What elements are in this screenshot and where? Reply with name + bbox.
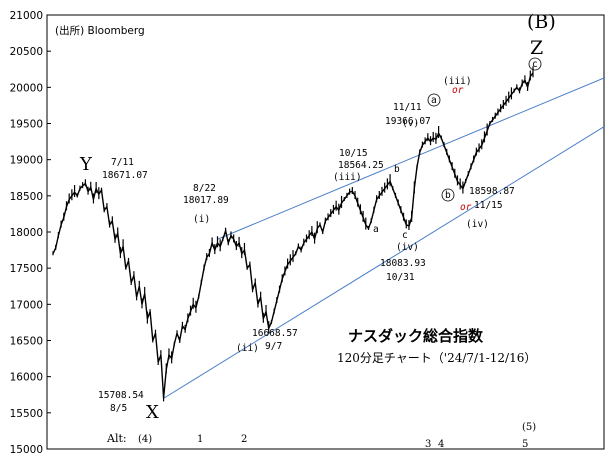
- y-tick-label-10: 20000: [10, 82, 43, 94]
- y-tick-label-9: 19500: [10, 119, 43, 131]
- y-tick-label-0: 15000: [10, 444, 43, 456]
- annotation-9: 15708.54: [98, 390, 144, 401]
- annotation-circle-26: [427, 93, 441, 107]
- annotation-34: c: [532, 59, 538, 70]
- upper-channel-line: [217, 76, 605, 240]
- plot-frame: [46, 14, 605, 450]
- annotation-20: 10/31: [386, 272, 415, 283]
- annotation-27: b: [445, 190, 451, 201]
- annotation-13: 18564.25: [338, 160, 384, 171]
- annotation-28: or: [460, 202, 472, 213]
- annotation-4: 18017.89: [183, 195, 229, 206]
- chart-subtitle: 120分足チャート（'24/7/1-12/16）: [337, 351, 536, 365]
- annotation-30: 11/15: [474, 200, 503, 211]
- annotation-5: (i): [193, 214, 210, 225]
- annotation-21: 11/11: [393, 102, 422, 113]
- annotation-22: 19366.07: [385, 116, 431, 127]
- alt-label-6: 5: [522, 439, 528, 450]
- alt-label-2: 2: [241, 434, 247, 445]
- annotation-6: 16668.57: [252, 328, 298, 339]
- annotation-25: or: [452, 85, 464, 96]
- annotation-16: a: [373, 224, 379, 235]
- annotation-12: 10/15: [339, 148, 368, 159]
- annotation-17: c: [402, 230, 408, 241]
- y-tick-label-5: 17500: [10, 263, 43, 275]
- channel-lines: [163, 76, 605, 399]
- annotation-circle-27: [441, 188, 455, 202]
- y-tick-label-8: 19000: [10, 155, 43, 167]
- annotation-32: (B): [527, 11, 556, 33]
- y-axis: 15000 15500 16000 16500 17000 17500 18000 18500…: [10, 10, 51, 456]
- annotation-2: 18671.07: [102, 170, 148, 181]
- annotation-24: (iii): [443, 76, 472, 87]
- y-tick-label-1: 15500: [10, 408, 43, 420]
- annotation-19: 18083.93: [380, 258, 426, 269]
- y-tick-label-2: 16000: [10, 372, 43, 384]
- annotation-circle-34: [528, 57, 542, 71]
- alt-label-3: 3: [425, 439, 431, 450]
- alt-label: Alt:: [106, 432, 127, 445]
- annotation-14: (iii): [333, 172, 362, 183]
- annotation-31: (iv): [466, 219, 489, 230]
- series-line: [52, 72, 534, 398]
- annotation-8: (ii): [236, 343, 259, 354]
- annotation-23: (v): [402, 118, 419, 129]
- annotation-11: X: [146, 402, 159, 423]
- annotation-18: (iv): [396, 242, 419, 253]
- alt-label-1: 1: [197, 434, 203, 445]
- annotation-0: Y: [79, 154, 93, 175]
- y-tick-label-4: 17000: [10, 299, 43, 311]
- annotation-10: 8/5: [110, 403, 127, 414]
- y-tick-label-6: 18000: [10, 227, 43, 239]
- annotation-29: 18598.87: [469, 186, 515, 197]
- annotation-26: a: [431, 95, 437, 106]
- alt-label-0: (4): [138, 434, 152, 445]
- chart-title: ナスダック総合指数: [348, 327, 484, 345]
- annotation-7: 9/7: [265, 341, 282, 352]
- alt-label-4: 4: [438, 439, 444, 450]
- y-tick-label-3: 16500: [10, 336, 43, 348]
- price-series: [52, 66, 534, 402]
- alt-label-5: (5): [522, 422, 536, 433]
- source-note: (出所) Bloomberg: [55, 24, 145, 37]
- annotation-1: 7/11: [111, 157, 134, 168]
- y-tick-label-7: 18500: [10, 191, 43, 203]
- lower-channel-line: [163, 125, 605, 399]
- annotation-3: 8/22: [193, 183, 216, 194]
- y-tick-label-11: 20500: [10, 46, 43, 58]
- y-tick-label-12: 21000: [10, 10, 43, 22]
- annotation-33: Z: [530, 37, 543, 59]
- annotation-15: b: [394, 164, 400, 175]
